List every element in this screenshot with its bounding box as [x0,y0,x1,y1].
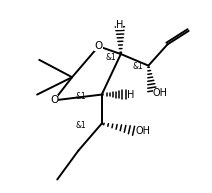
Text: H: H [127,90,135,100]
Text: H: H [116,20,123,30]
Text: OH: OH [153,88,168,98]
Text: O: O [50,95,58,105]
Text: &1: &1 [106,53,117,62]
Text: &1: &1 [132,62,143,71]
Text: &1: &1 [75,121,86,130]
Text: OH: OH [136,126,151,136]
Text: &1: &1 [75,92,86,101]
Text: O: O [95,41,103,51]
